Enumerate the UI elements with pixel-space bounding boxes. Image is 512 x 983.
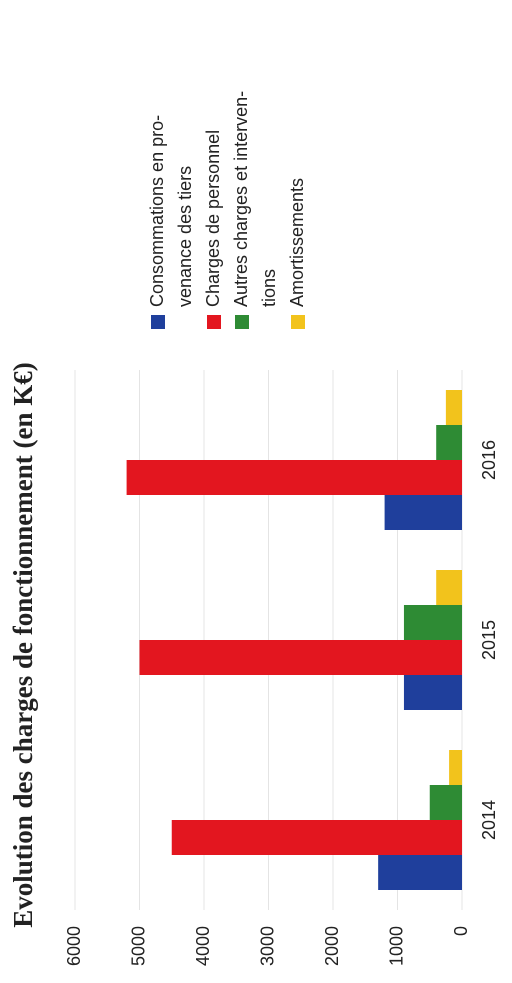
legend-swatch — [207, 315, 221, 329]
bar — [384, 495, 463, 530]
y-tick-label: 6000 — [64, 926, 84, 966]
bar — [171, 820, 462, 855]
legend-swatch — [151, 315, 165, 329]
y-tick-label: 5000 — [128, 926, 148, 966]
x-tick-label: 2016 — [479, 440, 499, 480]
bar — [126, 460, 462, 495]
y-tick-label: 3000 — [257, 926, 277, 966]
x-tick-label: 2015 — [479, 620, 499, 660]
legend-swatch — [291, 315, 305, 329]
legend-swatch — [235, 315, 249, 329]
legend-label: Autres charges et interven-tions — [231, 91, 279, 307]
y-tick-label: 0 — [451, 926, 471, 936]
bar — [445, 390, 462, 425]
bar — [403, 605, 463, 640]
chart-title: Evolution des charges de fonctionnement … — [8, 362, 38, 927]
y-tick-label: 2000 — [322, 926, 342, 966]
legend-label: Consommations en pro-venance des tiers — [147, 115, 195, 307]
legend-label: Charges de personnel — [203, 130, 223, 307]
bar — [403, 675, 463, 710]
bar — [139, 640, 462, 675]
bar — [378, 855, 462, 890]
y-tick-label: 4000 — [193, 926, 213, 966]
bar — [449, 750, 463, 785]
y-tick-label: 1000 — [386, 926, 406, 966]
x-tick-label: 2014 — [479, 800, 499, 840]
rotated-chart: Evolution des charges de fonctionnement … — [8, 91, 499, 966]
bar — [436, 570, 463, 605]
legend-label: Amortissements — [287, 178, 307, 307]
bar — [436, 425, 463, 460]
bar — [429, 785, 462, 820]
